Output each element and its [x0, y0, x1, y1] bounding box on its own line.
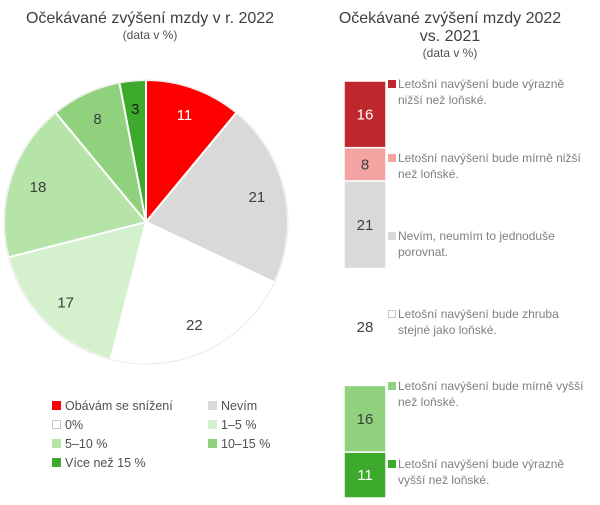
- legend-swatch: [388, 310, 396, 318]
- legend-swatch: [388, 80, 396, 88]
- pie-chart-title: Očekávané zvýšení mzdy v r. 2022 (data v…: [0, 10, 300, 42]
- legend-swatch: [52, 458, 61, 467]
- bar-legend-item: Letošní navýšení bude výrazně nižší než …: [388, 76, 588, 108]
- bar-chart-title: Očekávané zvýšení mzdy 2022 vs. 2021 (da…: [300, 10, 600, 60]
- legend-swatch: [388, 232, 396, 240]
- bar-subtitle: (data v %): [422, 46, 478, 60]
- pie-slice-label: 22: [186, 317, 203, 334]
- legend-swatch: [208, 401, 217, 410]
- bar-legend-label: Letošní navýšení bude zhruba stejné jako…: [398, 307, 559, 337]
- bar-title-line2: vs. 2021: [419, 28, 481, 45]
- bar-legend-item: Nevím, neumím to jednoduše porovnat.: [388, 228, 588, 260]
- pie-legend-label: 5–10 %: [65, 437, 108, 451]
- bar-segment: [343, 267, 387, 387]
- bar-legend-label: Letošní navýšení bude mírně vyšší než lo…: [398, 379, 584, 409]
- pie-slice-label: 17: [57, 294, 74, 311]
- pie-subtitle: (data v %): [122, 28, 178, 42]
- pie-slice-label: 11: [177, 107, 193, 124]
- pie-legend-item: Více než 15 %: [52, 456, 146, 470]
- bar-segment: [343, 384, 387, 453]
- pie-legend-item: Obávám se snížení: [52, 399, 173, 413]
- bar-title-line1: Očekávané zvýšení mzdy 2022: [338, 10, 562, 27]
- legend-swatch: [388, 154, 396, 162]
- legend-swatch: [388, 382, 396, 390]
- legend-swatch: [208, 420, 217, 429]
- pie-legend-label: Více než 15 %: [65, 456, 146, 470]
- bar-segment: [343, 180, 387, 270]
- pie-legend-item: Nevím: [208, 399, 257, 413]
- legend-swatch: [52, 420, 61, 429]
- bar-segment-label: 16: [357, 411, 374, 428]
- bar-legend-item: Letošní navýšení bude zhruba stejné jako…: [388, 306, 588, 338]
- bar-legend-label: Letošní navýšení bude mírně nižší než lo…: [398, 151, 581, 181]
- pie-title-text: Očekávané zvýšení mzdy v r. 2022: [25, 10, 275, 27]
- bar-legend-label: Letošní navýšení bude výrazně nižší než …: [398, 77, 565, 107]
- pie-slice-label: 3: [131, 101, 139, 118]
- legend-swatch: [52, 439, 61, 448]
- bar-legend-label: Letošní navýšení bude výrazně vyšší než …: [398, 457, 565, 487]
- pie-legend-item: 5–10 %: [52, 437, 107, 451]
- bar-segment-label: 8: [361, 156, 369, 173]
- pie-legend-label: Obávám se snížení: [65, 399, 173, 413]
- pie-legend-label: Nevím: [221, 399, 258, 413]
- pie-legend-item: 0%: [52, 418, 83, 432]
- bar-segment: [343, 451, 387, 499]
- bar-legend-item: Letošní navýšení bude mírně nižší než lo…: [388, 150, 588, 182]
- bar-legend-item: Letošní navýšení bude výrazně vyšší než …: [388, 456, 588, 488]
- pie-slice-label: 21: [249, 189, 266, 206]
- pie-legend-label: 1–5 %: [221, 418, 257, 432]
- legend-swatch: [208, 439, 217, 448]
- bar-segment-label: 16: [357, 106, 374, 123]
- pie-slice-label: 8: [93, 111, 101, 128]
- pie-legend-item: 10–15 %: [208, 437, 270, 451]
- bar-segment-label: 21: [357, 217, 374, 234]
- bar-segment-label: 11: [357, 467, 373, 484]
- legend-swatch: [388, 460, 396, 468]
- pie-slice-label: 18: [30, 179, 47, 196]
- bar-legend-item: Letošní navýšení bude mírně vyšší než lo…: [388, 378, 588, 410]
- pie-outline: [3, 79, 289, 365]
- legend-swatch: [52, 401, 61, 410]
- pie-legend-label: 10–15 %: [221, 437, 271, 451]
- pie-legend-item: 1–5 %: [208, 418, 256, 432]
- pie-legend-label: 0%: [65, 418, 84, 432]
- bar-legend-label: Nevím, neumím to jednoduše porovnat.: [398, 229, 555, 259]
- bar-segment-label: 28: [357, 319, 374, 336]
